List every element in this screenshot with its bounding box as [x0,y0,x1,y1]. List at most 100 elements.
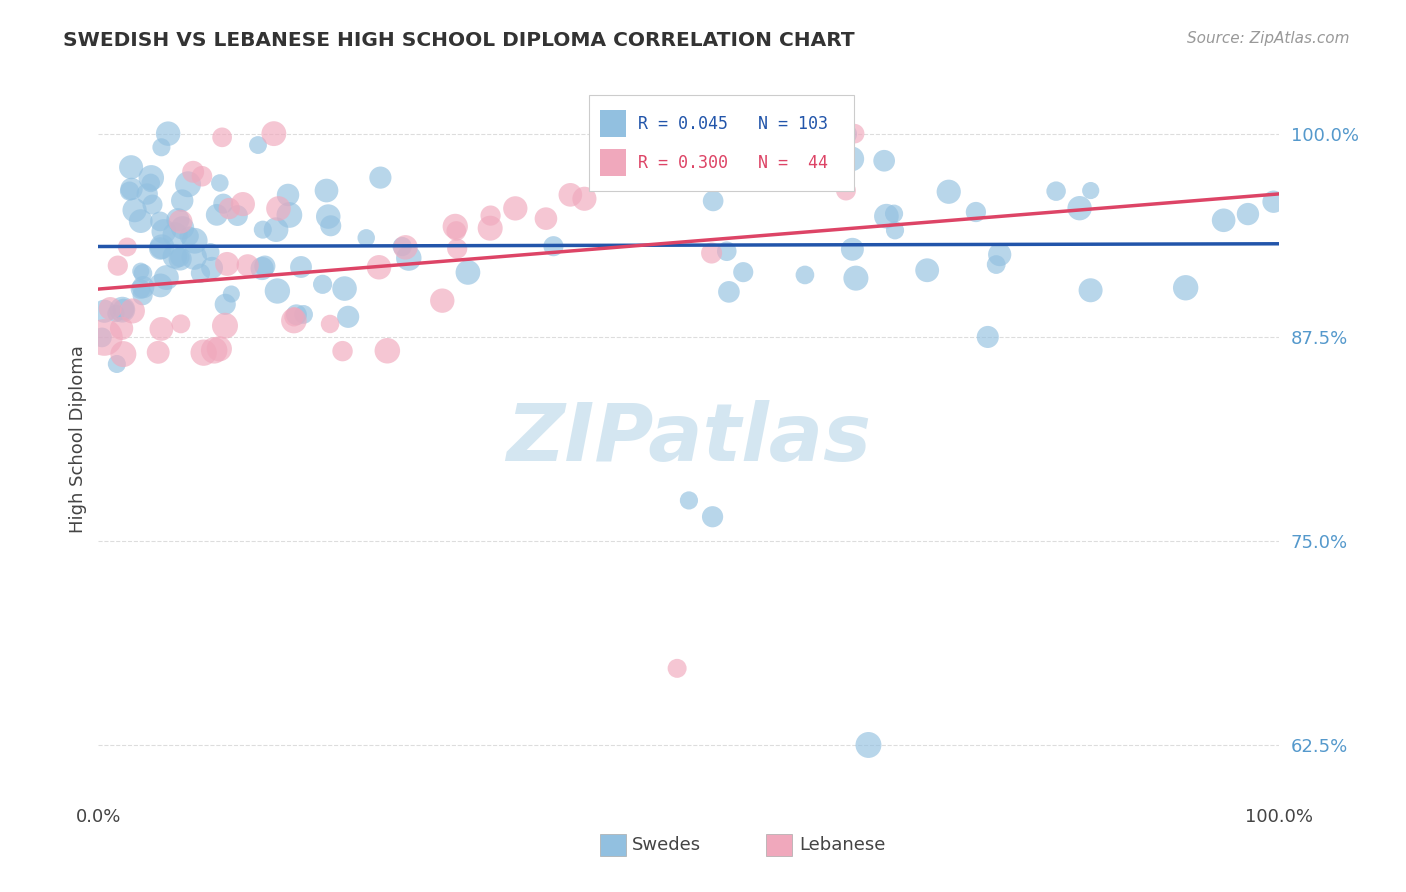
Point [105,357,128,371]
Point [717,285,740,299]
Point [110,321,132,335]
Point [479,209,502,223]
Point [98,301,121,316]
Point [543,239,565,253]
Point [93,330,115,344]
Point [534,211,557,226]
Point [217,257,239,271]
FancyBboxPatch shape [600,111,626,137]
Point [368,260,391,275]
Point [666,661,689,675]
Point [253,259,276,273]
Point [129,264,152,278]
Point [883,207,905,221]
Point [398,251,420,265]
Point [370,170,392,185]
Point [267,202,290,216]
Point [1212,213,1234,227]
Point [124,203,146,218]
Point [391,239,413,253]
Point [179,229,201,244]
Point [112,347,135,361]
Point [333,281,356,295]
Point [1237,207,1260,221]
Point [831,167,853,181]
Point [938,185,960,199]
Point [172,194,194,208]
Point [181,165,204,179]
Point [201,260,224,275]
Point [835,127,858,141]
Point [733,265,755,279]
Point [163,249,186,263]
Point [884,223,907,237]
Point [150,322,173,336]
Point [375,343,398,358]
Point [232,197,254,211]
Point [200,245,222,260]
Point [1174,281,1197,295]
Point [875,209,897,223]
Point [139,176,162,190]
Point [678,493,700,508]
Point [354,231,377,245]
Point [214,297,236,311]
Point [202,343,225,358]
Point [172,220,194,235]
Point [246,138,269,153]
Point [977,330,1000,344]
Point [965,205,987,219]
FancyBboxPatch shape [600,149,626,177]
Point [574,192,596,206]
Point [1080,184,1102,198]
Point [214,318,236,333]
Point [132,280,155,294]
Point [120,160,142,174]
Text: R = 0.045   N = 103: R = 0.045 N = 103 [638,115,828,133]
Point [131,288,153,302]
Point [278,208,301,222]
Point [444,219,467,234]
Point [193,345,215,359]
Point [149,242,172,256]
Point [212,196,235,211]
Point [121,182,143,196]
Point [169,215,191,229]
Point [986,258,1008,272]
Point [457,265,479,279]
Point [236,258,259,272]
Point [505,202,527,216]
Point [823,156,845,170]
Point [153,224,176,238]
Point [337,310,360,324]
Point [165,227,187,242]
Point [394,240,416,254]
Point [167,212,190,227]
Point [988,247,1011,261]
Point [858,738,880,752]
Point [845,271,868,285]
Point [155,270,177,285]
Point [218,202,240,216]
Point [702,509,724,524]
Point [716,244,738,259]
Point [169,252,191,266]
Point [252,222,274,236]
Point [311,277,333,292]
Point [183,250,205,264]
Point [170,317,193,331]
Point [841,152,863,166]
Point [264,222,287,236]
Point [319,219,342,233]
Point [132,267,155,281]
Point [1263,194,1285,209]
Point [141,197,163,211]
Point [250,261,273,276]
Point [1080,283,1102,297]
Point [266,284,288,298]
Point [316,210,339,224]
Point [149,278,172,293]
Point [148,345,170,359]
Point [700,246,723,260]
Text: ZIPatlas: ZIPatlas [506,401,872,478]
